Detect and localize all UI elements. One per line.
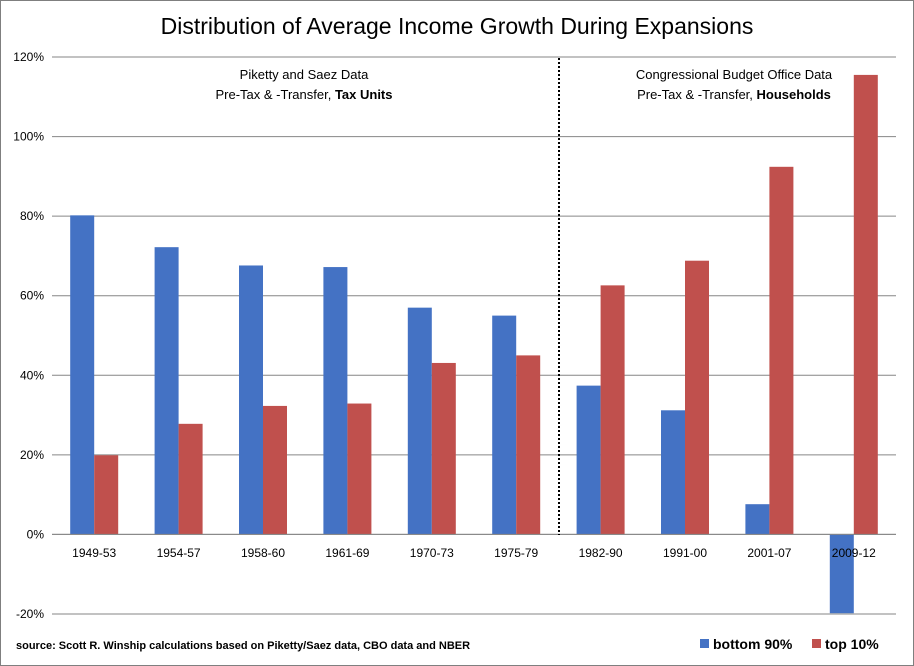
x-tick-label: 1961-69 [325, 546, 369, 560]
bar-top-10-1958-60 [263, 405, 287, 535]
right-annotation-bold: Households [757, 87, 831, 102]
y-axis-tick-labels: -20% 0% 20% 40% 60% 80% 100% 120% [13, 50, 44, 621]
y-tick-label: 40% [20, 368, 44, 382]
y-tick-label: 120% [13, 50, 44, 64]
y-tick-label: 60% [20, 289, 44, 303]
bar-bottom-90-1975-79 [492, 315, 517, 535]
bar-top-10-2001-07 [769, 166, 794, 535]
x-tick-label: 1958-60 [241, 546, 285, 560]
bar-bottom-90-1991-00 [661, 410, 685, 535]
x-tick-label: 1975-79 [494, 546, 538, 560]
x-tick-label: 2009-12 [832, 546, 876, 560]
bar-top-10-1949-53 [94, 455, 119, 535]
bar-bottom-90-1970-73 [407, 307, 432, 535]
bar-top-10-1961-69 [347, 403, 372, 535]
x-axis-tick-labels: 1949-53 1954-57 1958-60 1961-69 1970-73 1975-… [72, 546, 876, 560]
right-annotation-normal: Pre-Tax & -Transfer, [637, 87, 756, 102]
chart-title: Distribution of Average Income Growth Du… [161, 13, 754, 39]
y-tick-label: 100% [13, 130, 44, 144]
bar-bottom-90-2001-07 [745, 504, 770, 535]
y-tick-label: 20% [20, 448, 44, 462]
bar-bottom-90-1961-69 [323, 267, 348, 535]
legend-swatch-bottom-90 [700, 639, 709, 648]
x-tick-label: 1949-53 [72, 546, 116, 560]
x-tick-label: 2001-07 [747, 546, 791, 560]
bar-top-10-1970-73 [431, 362, 456, 535]
y-tick-label: 0% [27, 527, 45, 541]
bar-bottom-90-2009-12 [829, 534, 854, 614]
left-annotation-line1: Piketty and Saez Data [240, 67, 369, 82]
x-tick-label: 1982-90 [579, 546, 623, 560]
legend-swatch-top-10 [812, 639, 821, 648]
left-annotation-normal: Pre-Tax & -Transfer, [216, 87, 335, 102]
bar-top-10-1954-57 [178, 423, 203, 535]
x-tick-label: 1954-57 [157, 546, 201, 560]
x-tick-label: 1970-73 [410, 546, 454, 560]
y-tick-label: -20% [16, 607, 44, 621]
right-annotation-line2: Pre-Tax & -Transfer, Households [637, 87, 831, 102]
bar-bottom-90-1958-60 [239, 265, 263, 535]
left-annotation-bold: Tax Units [335, 87, 393, 102]
bar-bottom-90-1949-53 [70, 215, 95, 535]
x-tick-label: 1991-00 [663, 546, 707, 560]
bar-bottom-90-1954-57 [154, 247, 179, 535]
legend-label-top-10: top 10% [825, 636, 879, 652]
legend: bottom 90% top 10% [700, 636, 879, 652]
right-annotation-line1: Congressional Budget Office Data [636, 67, 833, 82]
legend-label-bottom-90: bottom 90% [713, 636, 793, 652]
bar-top-10-2009-12 [853, 74, 878, 535]
bar-top-10-1991-00 [685, 260, 709, 535]
bar-top-10-1982-90 [600, 285, 625, 535]
y-tick-label: 80% [20, 209, 44, 223]
bars [70, 74, 878, 614]
source-note: source: Scott R. Winship calculations ba… [16, 640, 470, 652]
bar-top-10-1975-79 [516, 355, 541, 535]
left-annotation-line2: Pre-Tax & -Transfer, Tax Units [216, 87, 393, 102]
bar-bottom-90-1982-90 [576, 385, 601, 535]
